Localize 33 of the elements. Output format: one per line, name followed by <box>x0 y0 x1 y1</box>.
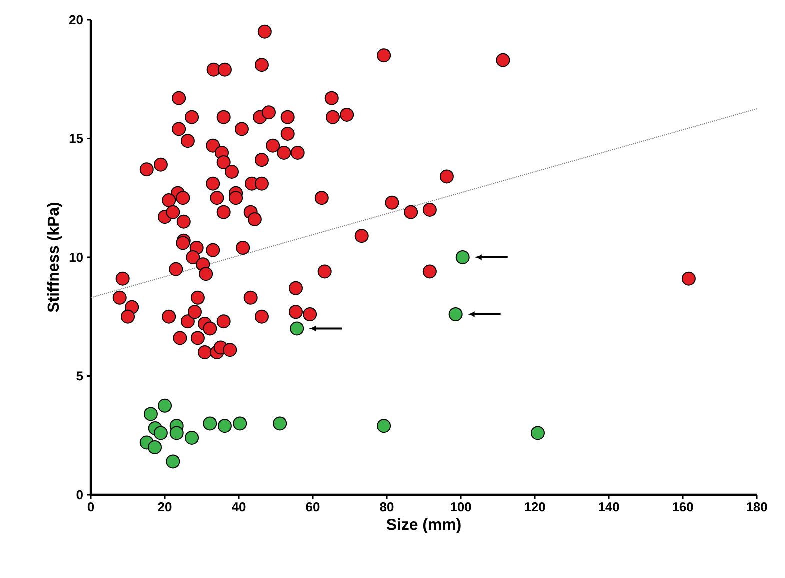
x-tick-label: 0 <box>88 502 94 512</box>
x-tick-label: 80 <box>380 502 394 512</box>
y-tick-label: 20 <box>70 15 83 25</box>
y-tick-label: 10 <box>70 252 83 262</box>
point <box>273 416 288 431</box>
point <box>185 430 200 445</box>
point <box>158 398 172 413</box>
x-tick-label: 120 <box>525 502 546 512</box>
point <box>218 419 232 434</box>
point <box>148 440 162 454</box>
point <box>377 419 392 434</box>
point <box>144 407 158 422</box>
point <box>154 426 168 440</box>
x-tick-label: 60 <box>306 502 320 512</box>
x-tick-label: 160 <box>673 502 694 512</box>
y-tick-label: 0 <box>76 490 83 500</box>
point <box>170 426 184 440</box>
y-axis-title: Stiffness (kPa) <box>47 202 62 312</box>
x-tick-label: 140 <box>599 502 620 512</box>
point <box>530 426 545 440</box>
point <box>448 307 463 322</box>
y-tick-label: 5 <box>76 372 84 381</box>
point <box>233 416 248 431</box>
y-tick-label: 15 <box>70 134 84 144</box>
x-tick-label: 40 <box>232 502 246 512</box>
point <box>203 416 218 431</box>
x-axis-title: Size (mm) <box>386 518 461 534</box>
point <box>290 322 304 336</box>
point <box>166 454 180 469</box>
x-tick-label: 20 <box>158 502 172 512</box>
x-tick-label: 100 <box>451 502 472 512</box>
x-tick-label: 180 <box>747 502 768 512</box>
point <box>456 250 470 264</box>
